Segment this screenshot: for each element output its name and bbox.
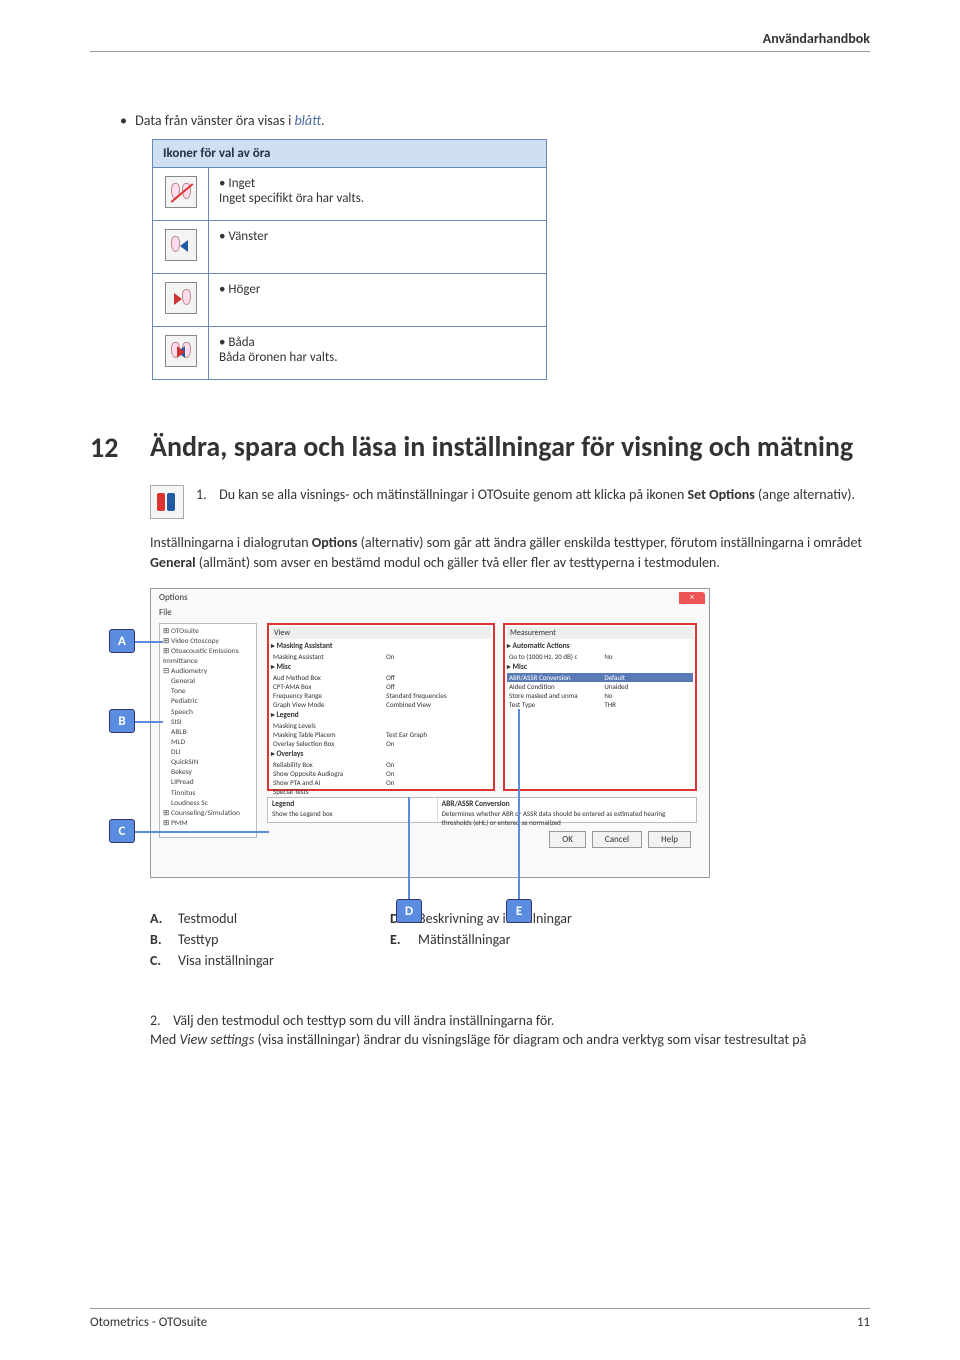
doc-type-header: Användarhandbok bbox=[90, 30, 870, 52]
section-title: Ändra, spara och läsa in inställningar f… bbox=[150, 430, 853, 464]
icon-table-title: Ikoner för val av öra bbox=[153, 140, 547, 168]
section-heading: 12 Ändra, spara och läsa in inställninga… bbox=[90, 430, 870, 465]
icon-right-text: • Höger bbox=[209, 274, 547, 327]
footer-page-number: 11 bbox=[857, 1315, 870, 1330]
callout-d: D bbox=[396, 899, 422, 923]
ear-none-icon bbox=[165, 176, 197, 208]
icon-left-cell bbox=[153, 221, 209, 274]
step1-bold: Set Options bbox=[688, 486, 755, 503]
intro-suffix: . bbox=[321, 112, 325, 129]
measurement-panel[interactable]: Measurement▸ Automatic ActionsGo to (100… bbox=[503, 623, 697, 791]
help-button[interactable]: Help bbox=[648, 831, 691, 848]
step1-text-b: (ange alternativ). bbox=[755, 486, 855, 503]
intro-prefix: Data från vänster öra visas i bbox=[135, 112, 294, 129]
ear-left-icon bbox=[165, 229, 197, 261]
callout-b: B bbox=[109, 709, 135, 733]
step2-line2i: View settings bbox=[179, 1031, 254, 1048]
set-options-icon bbox=[150, 485, 184, 519]
ok-button[interactable]: OK bbox=[549, 831, 586, 848]
icon-none-cell bbox=[153, 168, 209, 221]
callout-line-a bbox=[135, 641, 163, 643]
step2-line2b: (visa inställningar) ändrar du visningsl… bbox=[254, 1031, 806, 1048]
options-dialog-screenshot: Options × File ⊞ OTOsuite⊞ Video Otoscop… bbox=[150, 588, 710, 878]
icon-both-text: • Båda Båda öronen har valts. bbox=[209, 327, 547, 380]
callout-line-b bbox=[135, 721, 163, 723]
step1-num: 1. bbox=[196, 485, 216, 505]
step2-line2a: Med bbox=[150, 1031, 179, 1048]
step2-num: 2. bbox=[150, 1011, 170, 1031]
ear-icon-table: Ikoner för val av öra • Inget Inget spec… bbox=[152, 139, 547, 380]
ear-both-icon bbox=[165, 335, 197, 367]
options-paragraph: Inställningarna i dialogrutan Options (a… bbox=[150, 533, 870, 574]
file-menu[interactable]: File bbox=[159, 607, 172, 618]
callout-c: C bbox=[109, 819, 135, 843]
callout-a: A bbox=[109, 629, 135, 653]
step1-text-a: Du kan se alla visnings- och mätinställn… bbox=[219, 486, 687, 503]
dialog-buttons: OK Cancel Help bbox=[549, 831, 691, 848]
step2-line1: Välj den testmodul och testtyp som du vi… bbox=[173, 1012, 554, 1029]
icon-none-text: • Inget Inget specifikt öra har valts. bbox=[209, 168, 547, 221]
close-icon[interactable]: × bbox=[679, 592, 705, 604]
step-2: 2. Välj den testmodul och testtyp som du… bbox=[150, 1011, 870, 1050]
icon-both-cell bbox=[153, 327, 209, 380]
callout-line-c bbox=[135, 831, 269, 833]
cancel-button[interactable]: Cancel bbox=[592, 831, 642, 848]
callout-line-d bbox=[408, 797, 410, 899]
module-tree[interactable]: ⊞ OTOsuite⊞ Video Otoscopy⊞ Otoacoustic … bbox=[159, 623, 257, 838]
callout-line-e bbox=[518, 709, 520, 899]
description-bar: LegendShow the Legend box ABR/ASSR Conve… bbox=[267, 797, 697, 823]
callout-e: E bbox=[506, 899, 532, 923]
view-panel[interactable]: View▸ Masking AssistantMasking Assistant… bbox=[267, 623, 495, 791]
intro-emph: blått bbox=[294, 112, 321, 129]
page-footer: Otometrics - OTOsuite 11 bbox=[90, 1308, 870, 1330]
ear-right-icon bbox=[165, 282, 197, 314]
footer-left: Otometrics - OTOsuite bbox=[90, 1315, 207, 1330]
section-number: 12 bbox=[90, 430, 150, 465]
step-1: 1. Du kan se alla visnings- och mätinstä… bbox=[150, 485, 870, 519]
intro-line: • Data från vänster öra visas i blått. bbox=[120, 112, 870, 129]
dialog-title: Options bbox=[159, 592, 188, 603]
icon-left-text: • Vänster bbox=[209, 221, 547, 274]
icon-right-cell bbox=[153, 274, 209, 327]
